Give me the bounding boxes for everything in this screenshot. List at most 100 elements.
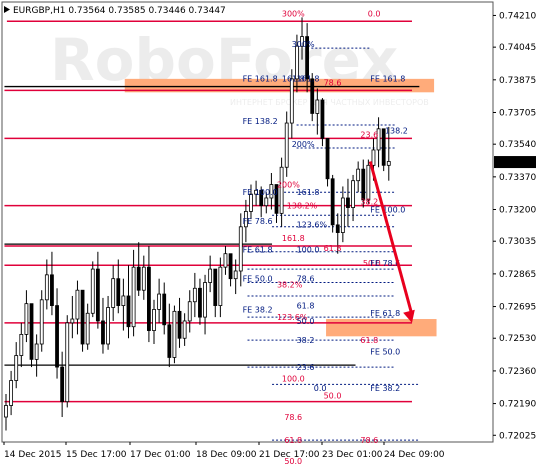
x-tick-label: 17 Dec 01:00: [130, 450, 191, 460]
y-tick-label: 0.74045: [499, 43, 536, 53]
candle-body: [228, 253, 233, 280]
fib-label: FE 38.2: [370, 384, 400, 393]
y-tick-label: 0.74210: [499, 11, 536, 21]
candle-body: [284, 122, 289, 168]
y-tick-label: 0.73370: [499, 173, 536, 183]
candle-body: [340, 197, 345, 233]
y-tick-label: 0.73875: [499, 76, 536, 86]
candle-body: [75, 289, 80, 320]
candle-body: [152, 309, 156, 331]
candle-body: [335, 224, 340, 233]
y-tick-label: 0.72025: [499, 431, 536, 441]
candle-body: [111, 278, 116, 308]
candle-body: [192, 287, 197, 303]
candle-body: [9, 380, 14, 406]
fib-label: 61.8: [284, 436, 302, 445]
candle-body: [325, 138, 330, 180]
candle-body: [243, 211, 248, 228]
candle-body: [14, 355, 19, 381]
candle-body: [65, 322, 70, 403]
y-tick-label: 0.73705: [499, 108, 536, 118]
candle-body: [50, 274, 54, 306]
candle-body: [162, 293, 167, 326]
y-axis: 0.74210 0.74045 0.73875 0.73705 0.73540 0.733…: [493, 11, 536, 441]
fib-label: 0.0: [368, 9, 381, 18]
fib-label: 161.8: [282, 234, 305, 243]
current-price-label: 0.73447: [497, 158, 534, 168]
fib-label: 200%: [277, 180, 300, 189]
candle-body: [106, 307, 110, 345]
candle-body: [116, 278, 121, 306]
x-axis: 14 Dec 2015 15 Dec 17:00 17 Dec 01:00 18 De…: [3, 442, 445, 460]
symbol-info: EURGBP,H1 0.73564 0.73585 0.73446 0.7344…: [13, 6, 226, 16]
y-tick-label: 0.72695: [499, 303, 536, 313]
y-tick-label: 0.72360: [499, 367, 536, 377]
fib-label: FE 138.2: [243, 117, 278, 126]
target-zone: [326, 319, 437, 337]
fib-label: 50.0: [324, 392, 342, 401]
candle-body: [300, 36, 304, 47]
candle-body: [60, 366, 65, 403]
candle-body: [70, 318, 75, 324]
candle-body: [356, 168, 361, 182]
fib-label: 61.8: [297, 301, 315, 310]
target-zone: [124, 78, 435, 93]
fib-label: FE 50.0: [243, 275, 273, 284]
fib-label: 123.6%: [277, 313, 308, 322]
candle-body: [131, 266, 136, 328]
candle-body: [55, 305, 59, 368]
candle-body: [39, 299, 44, 345]
fib-label: 38.2%: [277, 280, 303, 289]
fib-label: 100.0: [282, 374, 305, 383]
x-tick-label: 14 Dec 2015: [4, 450, 62, 460]
candle-body: [19, 334, 24, 356]
x-tick-label: 18 Dec 09:00: [196, 450, 257, 460]
candle-body: [208, 268, 213, 283]
candle-body: [187, 301, 192, 322]
candle-body: [249, 193, 253, 212]
fib-label: 0.0: [314, 384, 327, 393]
candle-body: [223, 253, 228, 268]
candle-body: [376, 128, 381, 151]
candle-body: [95, 268, 100, 322]
fib-label: 161.8: [297, 75, 320, 84]
candle-body: [295, 45, 299, 80]
candle-body: [136, 266, 141, 291]
y-tick-label: 0.73200: [499, 206, 536, 216]
forecast-arrowhead-icon: [403, 309, 415, 323]
x-tick-label: 23 Dec 01:00: [322, 450, 383, 460]
fib-label: 161.8: [282, 75, 305, 84]
candle-body: [203, 282, 207, 318]
fib-label: FE 161.8: [370, 75, 405, 84]
candle-body: [371, 149, 376, 166]
fib-label: FE 61.8: [243, 246, 273, 255]
candle-body: [264, 197, 269, 207]
fib-label: 61.8: [324, 244, 342, 253]
fib-label: 123.6%: [297, 221, 328, 230]
fib-label: 138.2%: [287, 202, 318, 211]
x-tick-label: 21 Dec 17:00: [259, 450, 320, 460]
y-tick-label: 0.73035: [499, 237, 536, 247]
fib-label: FE 38.2: [243, 305, 273, 314]
y-tick-label: 0.72190: [499, 400, 536, 410]
fib-label: 23.6: [297, 363, 315, 372]
candle-body: [80, 289, 85, 345]
fib-label: 300%: [282, 9, 305, 18]
candle-body: [315, 99, 320, 114]
fib-label: 138.2: [385, 127, 408, 136]
candle-body: [310, 78, 315, 114]
symbol-marker-icon: [4, 6, 10, 13]
fib-label: 50.0: [363, 259, 381, 268]
y-tick-label: 0.73540: [499, 140, 536, 150]
fib-label: 200%: [292, 140, 315, 149]
candle-body: [305, 36, 310, 80]
candle-body: [90, 268, 95, 314]
candle-body: [4, 405, 8, 418]
x-tick-label: 15 Dec 17:00: [66, 450, 127, 460]
candle-body: [126, 295, 131, 328]
fib-label: 50.0: [297, 317, 315, 326]
fib-label: FE 100.0: [243, 188, 278, 197]
forecast-arrow: [368, 161, 415, 323]
